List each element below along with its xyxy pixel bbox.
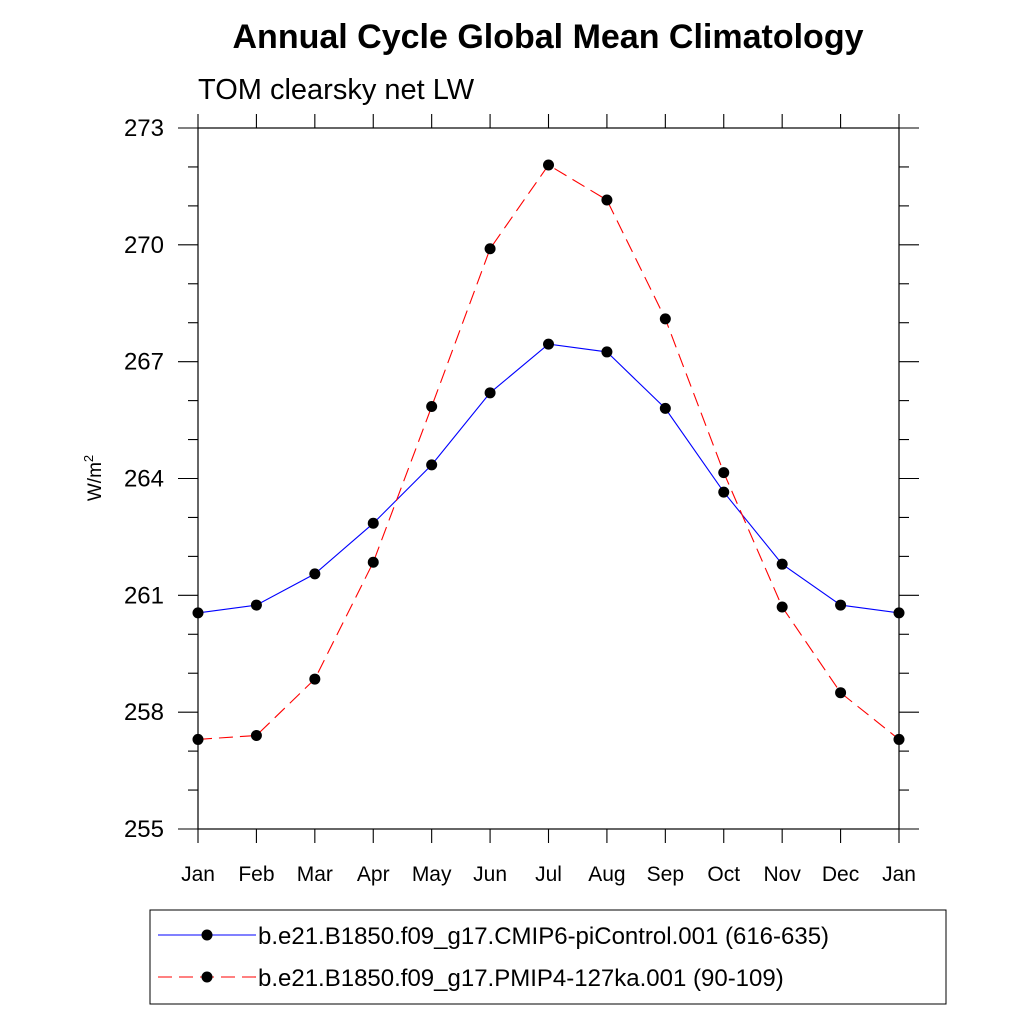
series-1-point (367, 517, 379, 529)
y-axis-label: W/m2 (81, 455, 106, 501)
y-tick-label: 267 (124, 349, 164, 376)
series-1-point (543, 338, 554, 350)
y-tick-label: 261 (124, 582, 164, 609)
y-tick-label: 258 (124, 699, 164, 726)
x-tick-label: Feb (238, 863, 274, 886)
series-1-point (309, 568, 321, 580)
y-tick-label: 255 (124, 816, 164, 843)
y-tick-label: 273 (124, 115, 164, 142)
series-2-point (659, 313, 671, 325)
x-tick-label: Aug (588, 863, 625, 886)
series-2-point (718, 467, 730, 479)
series-1-point (192, 607, 204, 619)
series-2-point (484, 243, 496, 255)
y-tick-label: 270 (124, 232, 164, 259)
x-tick-label: Sep (647, 863, 684, 886)
series-2-point (893, 733, 905, 745)
x-tick-label: Apr (357, 863, 390, 886)
series-1-point (835, 599, 847, 611)
series-2-point (367, 556, 379, 568)
legend-label-1: b.e21.B1850.f09_g17.CMIP6-piControl.001 … (258, 923, 829, 950)
x-tick-label: Jan (181, 863, 215, 886)
series-1-point (718, 486, 730, 498)
legend-box (149, 909, 947, 1005)
chart-title: Annual Cycle Global Mean Climatology (233, 18, 864, 56)
series-1-point (484, 387, 496, 399)
series-2-point (192, 733, 204, 745)
series-1-point (426, 459, 438, 471)
series-2-point (835, 687, 847, 699)
x-tick-label: Nov (763, 863, 801, 886)
x-tick-label: Dec (822, 863, 859, 886)
series-1-point (893, 607, 905, 619)
legend-label-2: b.e21.B1850.f09_g17.PMIP4-127ka.001 (90-… (258, 965, 784, 992)
plot-marks (192, 159, 905, 745)
x-tick-label: Oct (707, 863, 740, 886)
x-tick-label: Jul (535, 863, 562, 886)
series-1-point (776, 558, 788, 570)
series-2-point (250, 730, 262, 742)
x-tick-label: Jan (882, 863, 916, 886)
legend: b.e21.B1850.f09_g17.CMIP6-piControl.001 … (158, 923, 829, 992)
series-1-point (250, 599, 262, 611)
plot-axes: 255 258 261 264 267 270 273 Jan Feb Mar Apr May Jun J… (124, 114, 919, 886)
x-tick-label: May (412, 863, 452, 886)
y-axis-label-main: W/m (85, 462, 106, 501)
legend-marker-1 (201, 929, 213, 941)
series-1-point (601, 346, 613, 358)
series-2-point (776, 601, 788, 613)
series-2-point (309, 673, 321, 685)
series-2-point (601, 194, 613, 206)
x-tick-label: Mar (297, 863, 333, 886)
legend-marker-2 (201, 971, 213, 983)
y-axis-label-superscript: 2 (81, 455, 96, 462)
series-2-point (543, 159, 554, 171)
series-2-point (426, 400, 438, 412)
y-tick-label: 264 (124, 466, 164, 493)
plot-frame (197, 127, 900, 830)
series-1-point (659, 402, 671, 414)
chart-subtitle: TOM clearsky net LW (198, 74, 475, 106)
series-line-1 (197, 343, 900, 614)
x-tick-label: Jun (473, 863, 507, 886)
series-line-2 (197, 164, 900, 740)
